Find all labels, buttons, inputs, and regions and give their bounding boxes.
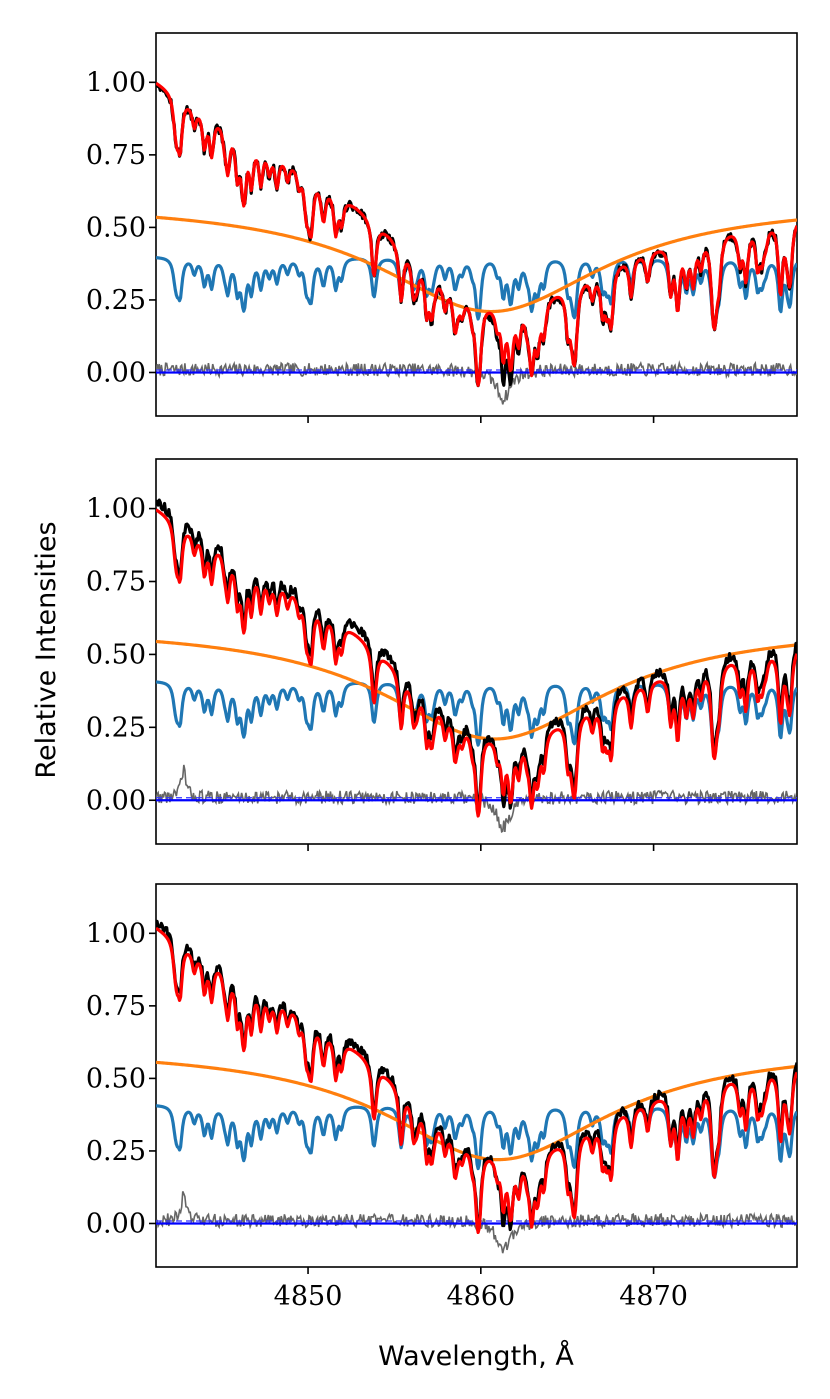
y-tick-label: 0.00: [86, 785, 146, 816]
y-tick-label: 1.00: [86, 494, 146, 525]
axes-frame: [155, 32, 798, 417]
y-tick-label: 0.50: [86, 1063, 146, 1094]
axes-frame: [155, 458, 798, 845]
model-spectrum-line: [156, 81, 797, 387]
observed-spectrum-line: [156, 919, 797, 1232]
y-axis-label: Relative Intensities: [31, 521, 62, 778]
y-tick-label: 0.25: [86, 285, 146, 316]
y-tick-label: 1.00: [86, 67, 146, 98]
plot-area: [156, 919, 797, 1254]
model-spectrum-line: [156, 508, 797, 818]
y-tick-label: 0.25: [86, 1136, 146, 1167]
plot-area: [156, 498, 797, 834]
y-tick-label: 0.00: [86, 357, 146, 388]
y-tick-label: 0.00: [86, 1208, 146, 1239]
y-tick-label: 0.75: [86, 567, 146, 598]
y-tick-label: 0.75: [86, 991, 146, 1022]
panel-top: 0.00 0.25 0.50 0.75 1.00: [86, 32, 798, 423]
narrow-component-line: [156, 256, 797, 330]
x-tick-label: 4870: [619, 1281, 688, 1312]
plot-area: [156, 81, 797, 405]
broad-component-line: [156, 215, 797, 314]
y-tick-label: 0.50: [86, 212, 146, 243]
x-tick-label: 4850: [274, 1281, 343, 1312]
panel-bottom: 0.00 0.25 0.50 0.75 1.00 4850 4860 4870: [86, 883, 798, 1312]
panel-middle: 0.00 0.25 0.50 0.75 1.00: [86, 458, 798, 851]
broad-component-line: [156, 639, 797, 741]
x-tick-label: 4860: [446, 1281, 515, 1312]
y-tick-label: 1.00: [86, 918, 146, 949]
model-spectrum-line: [156, 926, 797, 1235]
y-tick-label: 0.50: [86, 639, 146, 670]
x-axis-label: Wavelength, Å: [378, 1340, 574, 1372]
broad-component-line: [156, 1060, 797, 1162]
y-tick-label: 0.75: [86, 140, 146, 171]
y-tick-label: 0.25: [86, 712, 146, 743]
